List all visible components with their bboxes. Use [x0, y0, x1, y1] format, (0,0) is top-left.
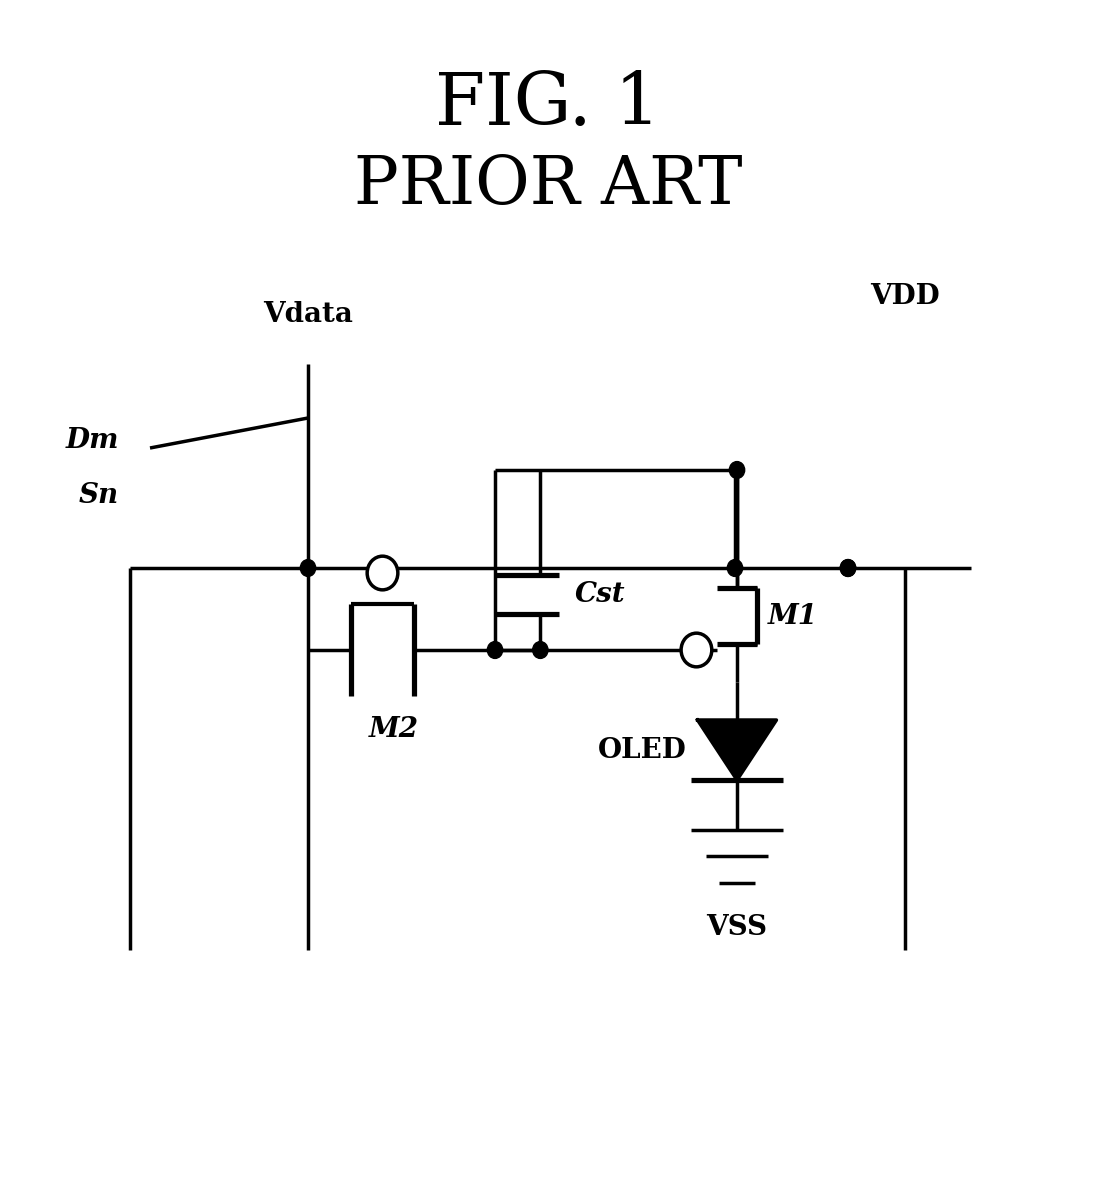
- Text: PRIOR ART: PRIOR ART: [354, 153, 742, 218]
- Text: Dm: Dm: [66, 427, 119, 454]
- Polygon shape: [697, 721, 776, 780]
- Text: VDD: VDD: [870, 283, 939, 310]
- Text: VSS: VSS: [707, 914, 767, 941]
- Circle shape: [729, 462, 744, 479]
- Text: Sn: Sn: [79, 481, 119, 509]
- Text: Cst: Cst: [574, 581, 625, 608]
- Circle shape: [367, 556, 398, 589]
- Circle shape: [681, 633, 711, 666]
- Circle shape: [841, 559, 856, 576]
- Text: OLED: OLED: [597, 736, 686, 764]
- Text: Vdata: Vdata: [263, 301, 353, 328]
- Circle shape: [728, 559, 743, 576]
- Text: M1: M1: [767, 603, 818, 629]
- Text: FIG. 1: FIG. 1: [435, 70, 661, 141]
- Text: M2: M2: [368, 716, 419, 743]
- Circle shape: [841, 559, 856, 576]
- Circle shape: [488, 641, 503, 658]
- Circle shape: [533, 641, 548, 658]
- Circle shape: [300, 559, 316, 576]
